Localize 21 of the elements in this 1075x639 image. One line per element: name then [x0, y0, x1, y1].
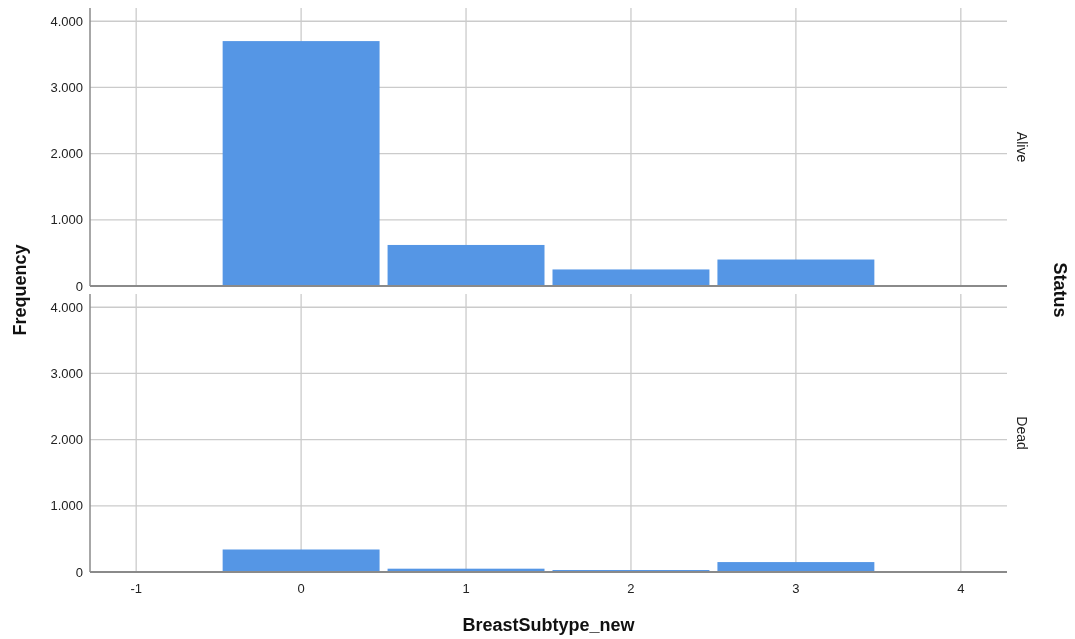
y-tick-label: 4.000	[50, 299, 83, 315]
x-axis-title: BreastSubtype_new	[462, 615, 636, 635]
x-tick-label: 2	[627, 581, 635, 596]
y2-axis-title: Dead	[1014, 416, 1031, 450]
x-tick-label: 3	[792, 581, 800, 596]
x-tick-label: -1	[130, 581, 142, 596]
x-tick-label: 0	[297, 581, 305, 596]
y-tick-label: 2.000	[50, 432, 83, 448]
y-axis-title: Frequency	[10, 244, 31, 336]
y2-axis-title: Alive	[1014, 131, 1031, 163]
y-tick-label: 0	[75, 564, 83, 580]
x-tick-label: 4	[957, 581, 965, 596]
x-tick-label: 1	[462, 581, 470, 596]
y-tick-label: 3.000	[50, 365, 83, 381]
y-tick-label: 1.000	[50, 212, 83, 228]
y-tick-label: 4.000	[50, 13, 83, 29]
y-tick-label: 3.000	[50, 79, 83, 95]
text: Status	[1049, 262, 1070, 318]
y-tick-label: 2.000	[50, 146, 83, 162]
y-tick-label: 0	[75, 278, 83, 294]
y-tick-label: 1.000	[50, 498, 83, 514]
